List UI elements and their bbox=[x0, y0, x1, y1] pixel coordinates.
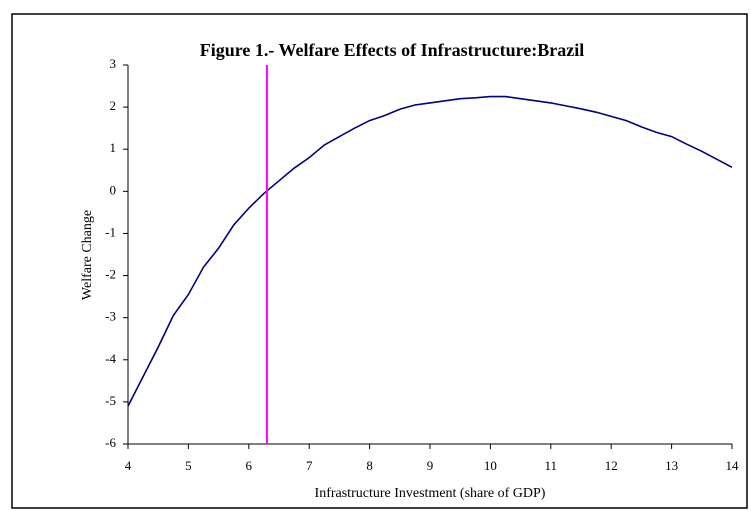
y-tick-label: -1 bbox=[105, 224, 116, 239]
x-tick-label: 8 bbox=[366, 458, 373, 473]
x-tick-label: 10 bbox=[484, 458, 497, 473]
x-tick-label: 12 bbox=[605, 458, 618, 473]
x-tick-label: 7 bbox=[306, 458, 313, 473]
chart-title: Figure 1.- Welfare Effects of Infrastruc… bbox=[200, 40, 585, 60]
y-tick-label: -6 bbox=[105, 435, 116, 450]
x-tick-label: 5 bbox=[185, 458, 192, 473]
y-tick-label: 2 bbox=[110, 98, 117, 113]
y-tick-label: 1 bbox=[110, 140, 117, 155]
y-tick-label: 3 bbox=[110, 56, 117, 71]
x-tick-label: 11 bbox=[545, 458, 558, 473]
x-tick-label: 13 bbox=[665, 458, 678, 473]
x-axis-label: Infrastructure Investment (share of GDP) bbox=[315, 486, 546, 501]
x-tick-label: 9 bbox=[427, 458, 434, 473]
y-tick-label: -3 bbox=[105, 309, 116, 324]
x-tick-label: 4 bbox=[125, 458, 132, 473]
y-tick-label: -4 bbox=[105, 351, 116, 366]
x-tick-label: 6 bbox=[246, 458, 253, 473]
y-axis-label: Welfare Change bbox=[80, 210, 95, 300]
chart-frame bbox=[11, 13, 748, 509]
line-series bbox=[127, 95, 733, 407]
y-tick-label: -5 bbox=[105, 393, 116, 408]
x-tick-label: 14 bbox=[726, 458, 740, 473]
y-tick-label: 0 bbox=[110, 182, 117, 197]
y-tick-label: -2 bbox=[105, 267, 116, 282]
